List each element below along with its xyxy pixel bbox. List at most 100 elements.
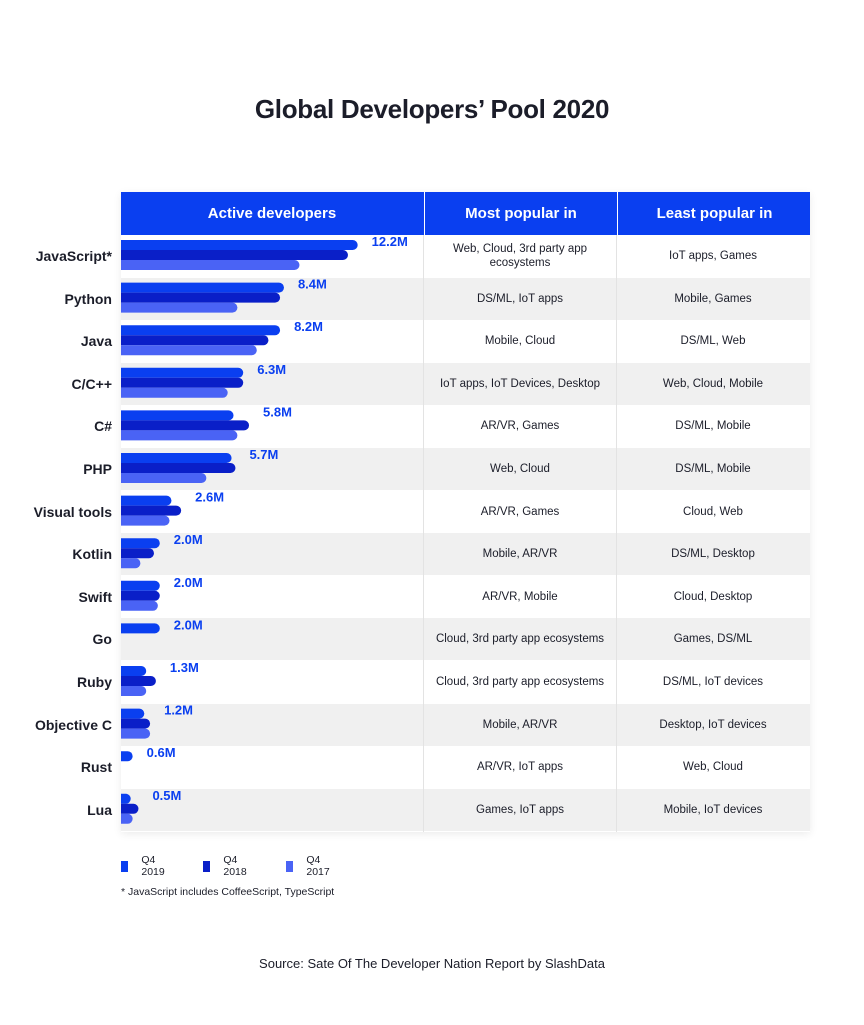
bar-q4-2018 — [121, 250, 348, 260]
least-popular-cell: Web, Cloud, Mobile — [662, 377, 764, 390]
legend-swatch — [286, 860, 294, 872]
most-popular-cell: AR/VR, IoT apps — [476, 761, 564, 774]
data-label: 2.0M — [174, 617, 203, 632]
bar-q4-2018 — [121, 292, 281, 303]
bar-q4-2017 — [121, 345, 257, 356]
table-row: Games, IoT apps Mobile, IoT devices — [121, 788, 810, 831]
most-popular-cell: Mobile, AR/VR — [482, 718, 558, 731]
language-label: Python — [64, 290, 112, 307]
bar-q4-2017 — [121, 813, 133, 824]
bar-q4-2017 — [121, 260, 300, 270]
most-popular-cell: Mobile, Cloud — [484, 335, 556, 348]
header-most-popular: Most popular in — [424, 192, 617, 235]
least-popular-cell: DS/ML, IoT devices — [662, 676, 764, 688]
data-label: 8.2M — [294, 319, 323, 334]
data-label: 5.7M — [249, 447, 278, 462]
most-popular-cell: Cloud, 3rd party app ecosystems — [435, 676, 605, 688]
bar-q4-2017 — [121, 728, 151, 739]
language-label: C# — [94, 418, 112, 435]
table-header: Active developers Most popular in Least … — [121, 192, 810, 235]
bar-q4-2019 — [121, 538, 160, 549]
bar-q4-2019 — [121, 325, 281, 336]
bar-q4-2018 — [121, 505, 182, 516]
least-popular-cell: Web, Cloud — [683, 761, 743, 774]
legend-label: Q4 2017 — [306, 854, 330, 878]
least-popular-cell: Cloud, Desktop — [673, 590, 753, 603]
bar-q4-2019 — [121, 751, 133, 762]
data-label: 8.4M — [298, 277, 327, 292]
most-popular-cell: Mobile, AR/VR — [482, 548, 558, 561]
least-popular-cell: Desktop, IoT devices — [659, 718, 767, 731]
data-label: 1.2M — [164, 703, 193, 718]
least-popular-cell: DS/ML, Mobile — [675, 420, 751, 433]
least-popular-cell: DS/ML, Desktop — [671, 548, 755, 561]
least-popular-cell: Cloud, Web — [683, 505, 743, 518]
data-label: 2.0M — [174, 532, 203, 547]
most-popular-cell: AR/VR, Games — [480, 505, 560, 518]
developers-table: Active developers Most popular in Least … — [121, 192, 810, 832]
data-label: 5.8M — [263, 404, 292, 419]
table-row: AR/VR, IoT apps Web, Cloud — [121, 746, 810, 789]
header-active-developers: Active developers — [207, 205, 337, 222]
legend-label: Q4 2019 — [141, 854, 165, 878]
most-popular-cell: AR/VR, Mobile — [482, 590, 558, 603]
table-row: Web, Cloud DS/ML, Mobile — [121, 448, 810, 490]
legend-label: Q4 2018 — [223, 854, 247, 878]
table-row: AR/VR, Games Cloud, Web — [121, 490, 810, 533]
table-row: AR/VR, Games DS/ML, Mobile — [121, 405, 810, 448]
least-popular-cell: Mobile, Games — [674, 292, 752, 305]
most-popular-cell: Web, Cloud, 3rd party app ecosystems — [452, 243, 588, 269]
data-label: 0.5M — [152, 788, 181, 803]
table-row: AR/VR, Mobile Cloud, Desktop — [121, 575, 810, 618]
header-least-popular: Least popular in — [617, 192, 811, 235]
language-label: Go — [92, 631, 112, 648]
language-label: Kotlin — [72, 546, 112, 563]
bar-q4-2018 — [121, 590, 160, 601]
language-label: Rust — [80, 759, 112, 776]
most-popular-cell: Cloud, 3rd party app ecosystems — [435, 633, 605, 646]
data-label: 6.3M — [257, 362, 286, 377]
data-label: 1.3M — [170, 660, 199, 675]
bar-q4-2019 — [121, 453, 232, 463]
bar-q4-2019 — [121, 367, 244, 378]
language-label: JavaScript* — [35, 248, 112, 264]
data-label: 2.0M — [174, 575, 203, 590]
most-popular-cell: Web, Cloud — [490, 463, 550, 475]
bar-q4-2017 — [121, 430, 238, 441]
table-row: Cloud, 3rd party app ecosystems DS/ML, Io… — [121, 661, 810, 703]
source-note: Source: Sate Of The Developer Nation Rep… — [259, 956, 605, 971]
table-row: Cloud, 3rd party app ecosystems Games, DS… — [121, 618, 810, 661]
table-row: Mobile, AR/VR Desktop, IoT devices — [121, 703, 810, 746]
legend-swatch — [121, 860, 129, 872]
bar-q4-2017 — [121, 515, 170, 526]
language-label: Objective C — [34, 716, 112, 733]
language-label: Visual tools — [33, 503, 112, 520]
legend-item-q4-2019: Q4 2019 — [121, 854, 168, 878]
least-popular-cell: IoT apps, Games — [669, 250, 757, 262]
footnote: * JavaScript includes CoffeeScript, Type… — [121, 886, 335, 898]
bar-q4-2017 — [121, 686, 147, 696]
legend-item-q4-2018: Q4 2018 — [203, 854, 250, 878]
bar-q4-2017 — [121, 558, 141, 569]
bar-q4-2019 — [121, 793, 131, 804]
bar-q4-2018 — [121, 803, 139, 814]
data-label: 12.2M — [372, 234, 408, 249]
language-label: C/C++ — [71, 375, 112, 392]
bar-q4-2018 — [121, 377, 244, 388]
bar-q4-2018 — [121, 335, 269, 346]
column-divider — [423, 235, 424, 832]
bar-q4-2019 — [121, 708, 145, 719]
least-popular-cell: DS/ML, Web — [680, 335, 746, 348]
most-popular-cell: DS/ML, IoT apps — [476, 292, 564, 305]
language-label: PHP — [83, 461, 112, 477]
language-label: Swift — [78, 588, 112, 605]
bar-q4-2019 — [121, 666, 147, 676]
bar-q4-2017 — [121, 600, 158, 611]
bar-q4-2018 — [121, 548, 154, 559]
bar-q4-2019 — [121, 495, 172, 506]
bar-chart: 12.2M 8.4M 8.2M 6.3M 5.8M 5.7M 2.6M 2.0M 2.0M 2.0… — [121, 234, 408, 824]
least-popular-cell: Mobile, IoT devices — [663, 803, 763, 816]
bar-q4-2017 — [121, 473, 207, 483]
language-label: Java — [80, 333, 112, 350]
most-popular-cell: Games, IoT apps — [476, 803, 564, 816]
